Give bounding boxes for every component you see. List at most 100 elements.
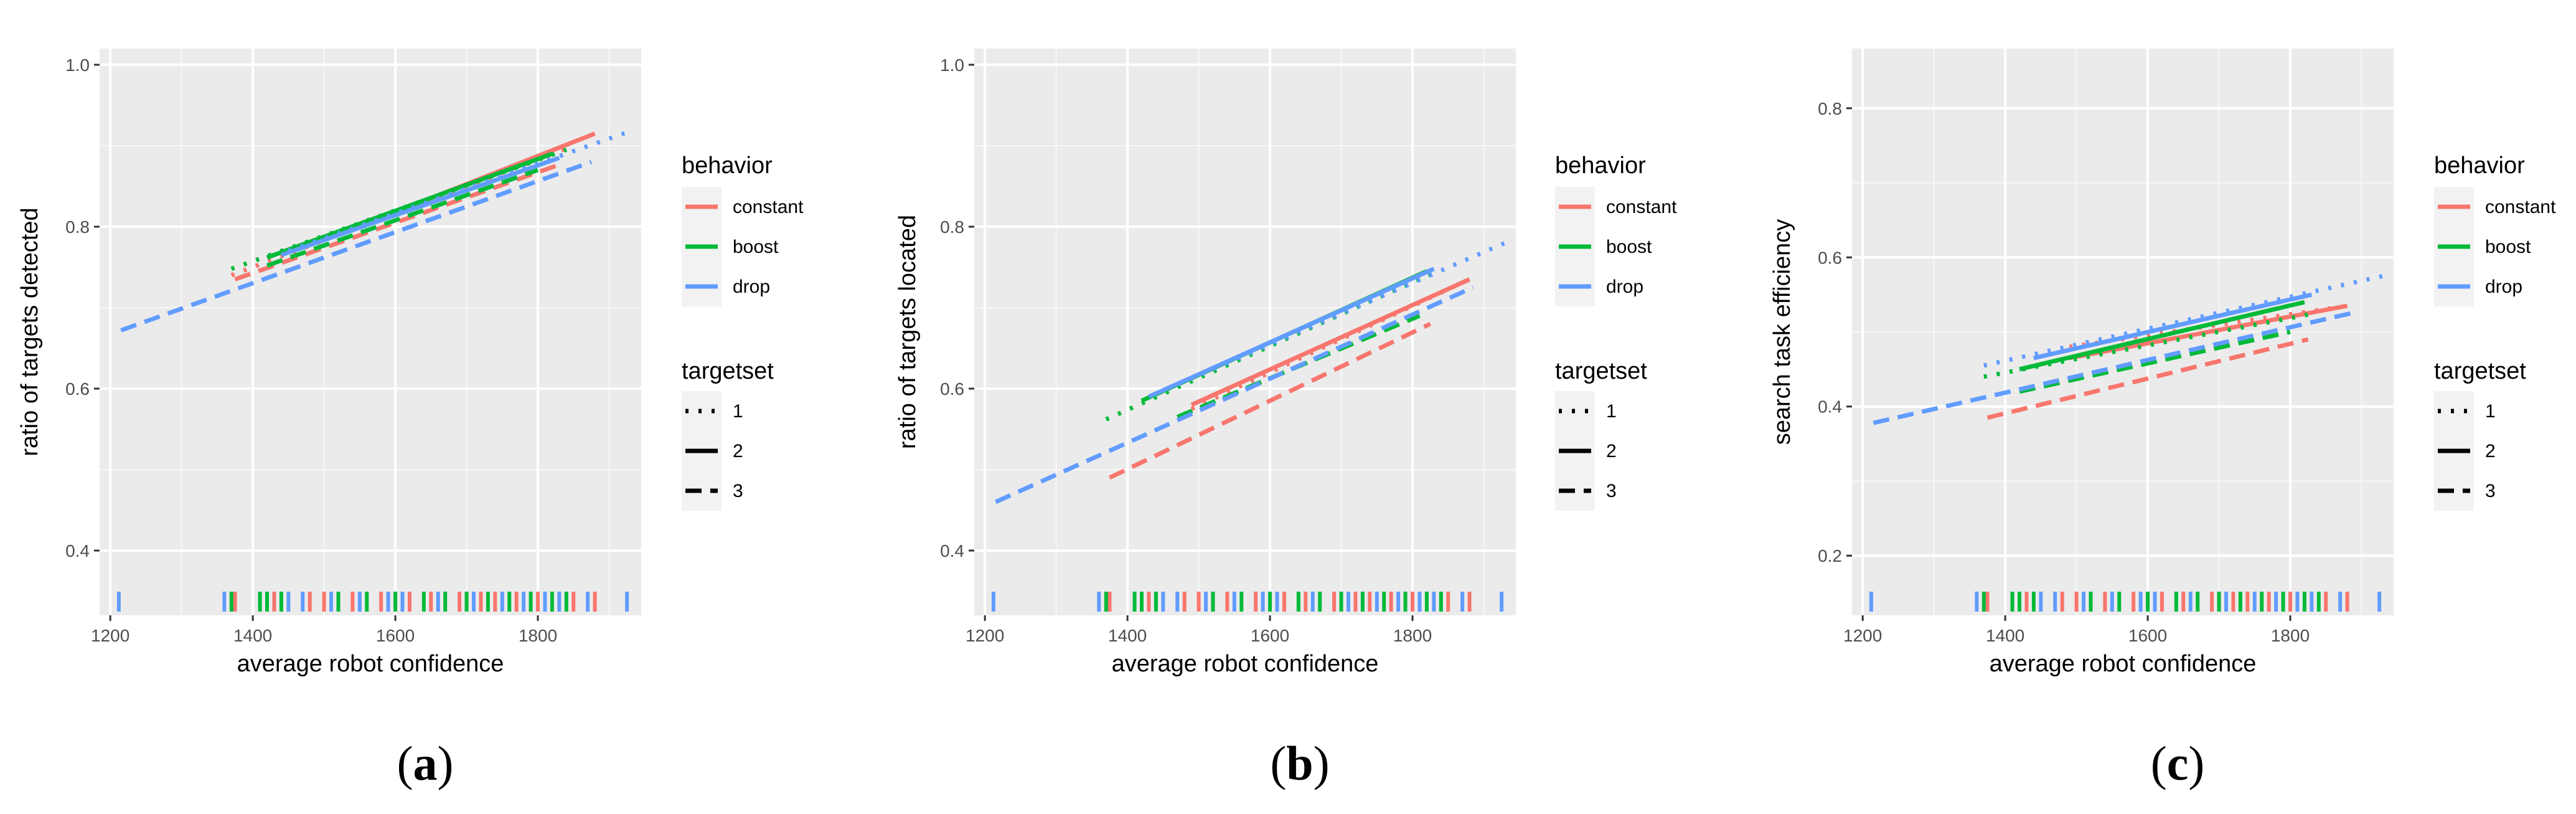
legend-title-behavior: behavior [682,153,773,179]
series-line-drop-targetset-1 [288,129,631,253]
legend-title-targetset: targetset [1555,358,1647,384]
y-tick-label: 0.2 [1818,546,1842,566]
x-tick-label: 1800 [1393,626,1432,645]
plot-background [974,49,1516,615]
legend-label-targetset-1: 1 [2485,401,2496,422]
legend-item-targetset-1: 1 [2434,391,2496,431]
legend-label-boost: boost [2485,237,2531,257]
series-line-boost-targetset-3 [266,168,539,268]
legend-item-targetset-1: 1 [1555,391,1617,431]
series-line-constant-targetset-3 [234,164,557,282]
y-tick-label: 0.6 [1818,248,1842,267]
caption-close-paren: ) [438,736,454,790]
caption-letter: c [2167,736,2189,790]
caption-letter: b [1286,736,1313,790]
caption-close-paren: ) [1314,736,1330,790]
legend-title-behavior: behavior [2434,153,2525,179]
legend-label-boost: boost [733,237,779,257]
legend-label-constant: constant [2485,197,2556,217]
legend-item-constant: constant [2434,187,2556,227]
series-line-drop-targetset-2 [2033,292,2313,361]
series-line-boost-targetset-3 [2019,329,2291,394]
legend-item-boost: boost [2434,227,2531,267]
legend-item-drop: drop [1555,267,1643,306]
legend-label-boost: boost [1606,237,1652,257]
legend-item-constant: constant [1555,187,1677,227]
series-line-constant-targetset-2 [2069,303,2348,361]
plot-background [100,49,641,615]
caption-open-paren: ( [397,736,413,790]
x-tick-label: 1600 [2128,626,2167,645]
x-tick-label: 1600 [1251,626,1289,645]
series-line-boost-targetset-2 [2019,300,2305,372]
legend-item-targetset-2: 2 [2434,431,2496,471]
x-tick-label: 1400 [1986,626,2024,645]
legend-item-targetset-3: 3 [682,471,743,511]
legend-label-targetset-1: 1 [1606,401,1617,422]
legend-item-drop: drop [682,267,770,306]
y-tick-label: 0.4 [1818,397,1842,417]
legend-label-targetset-3: 3 [1606,481,1617,501]
x-tick-label: 1800 [519,626,557,645]
legend-label-targetset-2: 2 [1606,441,1617,461]
legend: behavior constant boost drop targetset 1 2 3 [2434,153,2556,511]
legend-item-targetset-2: 2 [1555,431,1617,471]
x-tick-label: 1200 [91,626,129,645]
y-tick-label: 0.4 [65,541,90,561]
x-tick-label: 1200 [1843,626,1882,645]
legend-label-targetset-2: 2 [2485,441,2496,461]
legend-label-constant: constant [733,197,804,217]
legend-item-constant: constant [682,187,804,227]
panel-a: 1200 1400 1600 1800 0.4 0.6 0.8 1.0 average robo… [17,49,804,790]
panel-caption: (c) [2151,736,2205,790]
y-axis-title: ratio of targets detected [17,207,43,456]
y-tick-label: 1.0 [65,55,90,75]
legend-title-targetset: targetset [682,358,774,384]
legend-item-targetset-3: 3 [1555,471,1617,511]
y-axis-title: search task efficiency [1769,219,1795,445]
legend-item-targetset-3: 3 [2434,471,2496,511]
legend-label-constant: constant [1606,197,1677,217]
legend: behavior constant boost drop targetset 1 2 3 [1555,153,1677,511]
y-tick-label: 0.4 [940,541,964,561]
legend-label-targetset-3: 3 [733,481,743,501]
x-tick-label: 1800 [2271,626,2310,645]
panel-b: 1200 1400 1600 1800 0.4 0.6 0.8 1.0 average robo… [895,49,1677,790]
legend: behavior constant boost drop targetset 1 2 3 [682,153,804,511]
y-tick-label: 0.8 [1818,99,1842,118]
x-axis-title: average robot confidence [237,651,504,677]
caption-open-paren: ( [2151,736,2167,790]
x-axis-title: average robot confidence [1112,651,1379,677]
caption-open-paren: ( [1270,736,1286,790]
series-line-drop-targetset-3 [1873,311,2352,425]
legend-label-targetset-1: 1 [733,401,743,422]
series-line-drop-targetset-3 [994,285,1474,504]
legend-label-targetset-2: 2 [733,441,743,461]
series-line-constant-targetset-2 [1190,277,1471,407]
legend-title-targetset: targetset [2434,358,2526,384]
x-tick-label: 1600 [376,626,415,645]
legend-item-targetset-2: 2 [682,431,743,471]
legend-title-behavior: behavior [1555,153,1646,179]
legend-label-drop: drop [733,277,770,297]
series-line-drop-targetset-2 [1148,267,1435,399]
y-tick-label: 0.6 [940,379,964,399]
series-line-drop-targetset-1 [1983,273,2384,368]
caption-letter: a [413,736,438,790]
x-tick-label: 1400 [233,626,272,645]
series-line-constant-targetset-3 [1108,321,1432,480]
legend-label-targetset-3: 3 [2485,481,2496,501]
legend-item-boost: boost [1555,227,1652,267]
series-line-drop-targetset-3 [120,159,593,333]
legend-item-boost: boost [682,227,779,267]
legend-label-drop: drop [2485,277,2522,297]
series-line-constant-targetset-3 [1986,337,2309,420]
y-axis-title: ratio of targets located [895,215,921,449]
y-tick-label: 0.8 [65,217,90,237]
x-axis-title: average robot confidence [1990,651,2257,677]
caption-close-paren: ) [2188,736,2204,790]
x-tick-label: 1200 [966,626,1004,645]
legend-label-drop: drop [1606,277,1643,297]
y-tick-label: 0.6 [65,379,90,399]
